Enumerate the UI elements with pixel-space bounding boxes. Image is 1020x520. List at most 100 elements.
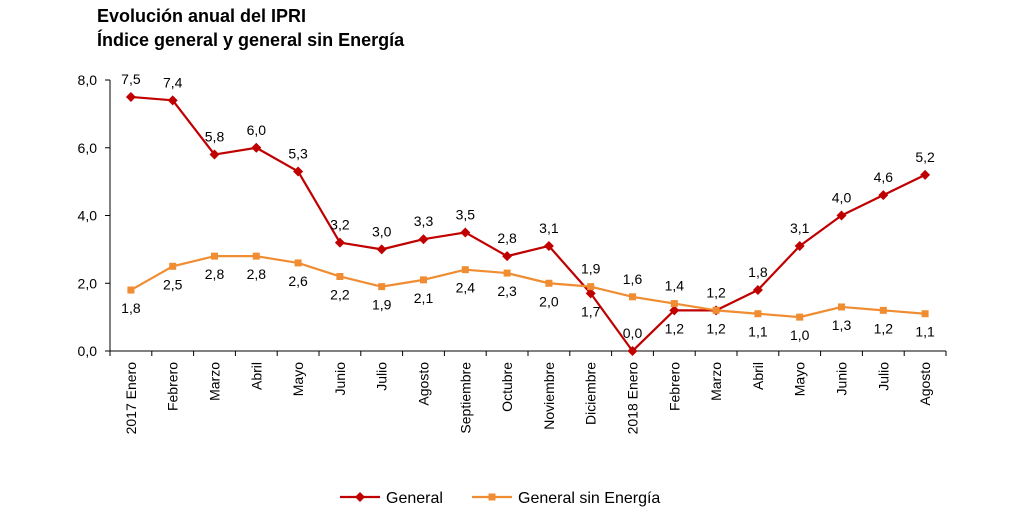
legend-label: General [386, 490, 443, 507]
data-label: 2,0 [539, 293, 559, 309]
data-point-marker [502, 251, 513, 262]
data-label: 2,2 [330, 286, 350, 302]
data-label: 7,5 [121, 71, 141, 87]
data-point-marker [169, 262, 177, 270]
data-point-marker [878, 190, 889, 201]
y-tick-label: 0,0 [78, 343, 98, 359]
data-point-marker [712, 306, 720, 314]
data-label: 1,8 [748, 264, 768, 280]
data-point-marker [752, 285, 763, 296]
data-label: 1,1 [748, 324, 768, 340]
data-point-marker [376, 244, 387, 255]
data-point-marker [252, 252, 260, 260]
data-label: 7,4 [163, 74, 183, 90]
data-label: 4,0 [832, 190, 852, 206]
series-line-0 [130, 95, 926, 353]
data-label: 3,2 [330, 217, 350, 233]
data-point-marker [670, 300, 678, 308]
data-point-marker [251, 142, 262, 153]
x-tick-label: 2018 Enero [625, 362, 641, 435]
data-label: 3,3 [414, 213, 434, 229]
legend-marker [355, 492, 365, 502]
y-tick-label: 4,0 [78, 208, 98, 224]
data-label: 2,4 [456, 280, 476, 296]
legend-label: General sin Energía [518, 490, 660, 507]
x-tick-label: Agosto [917, 362, 933, 406]
x-tick-label: Junio [332, 362, 348, 396]
data-point-marker [294, 259, 302, 267]
data-point-marker [754, 310, 762, 318]
data-label: 1,4 [665, 278, 685, 294]
x-tick-label: 2017 Enero [123, 362, 139, 435]
data-label: 1,6 [623, 271, 643, 287]
data-point-marker [125, 91, 136, 102]
y-tick-label: 8,0 [78, 72, 98, 88]
data-point-marker [209, 149, 220, 160]
data-label: 3,1 [539, 220, 559, 236]
data-point-marker [418, 234, 429, 245]
data-label: 4,6 [874, 169, 894, 185]
y-tick-label: 6,0 [78, 140, 98, 156]
x-tick-label: Octubre [499, 362, 515, 412]
x-tick-label: Junio [834, 362, 850, 396]
data-label: 2,5 [163, 276, 183, 292]
chart-title: Evolución anual del IPRI [97, 6, 307, 26]
data-label: 3,0 [372, 223, 392, 239]
data-point-marker [293, 166, 304, 177]
x-tick-label: Abril [750, 362, 766, 390]
data-label: 2,8 [497, 230, 517, 246]
data-label: 5,8 [205, 129, 225, 145]
data-point-marker [585, 288, 596, 299]
data-label: 3,5 [456, 206, 476, 222]
data-label: 1,7 [581, 303, 601, 319]
data-label: 1,1 [915, 324, 935, 340]
data-point-marker [879, 306, 887, 314]
data-point-marker [461, 266, 469, 274]
x-tick-label: Julio [875, 362, 891, 391]
data-label: 1,9 [581, 261, 601, 277]
x-tick-label: Abril [248, 362, 264, 390]
x-tick-label: Noviembre [541, 362, 557, 430]
data-point-marker [543, 240, 554, 251]
data-label: 3,1 [790, 220, 810, 236]
data-label: 1,0 [790, 327, 810, 343]
data-point-marker [794, 240, 805, 251]
x-tick-label: Diciembre [583, 362, 599, 425]
data-point-marker [127, 286, 135, 294]
data-label: 1,3 [832, 317, 852, 333]
data-label: 2,1 [414, 290, 434, 306]
data-label: 1,2 [665, 320, 685, 336]
data-point-marker [921, 310, 929, 318]
x-tick-label: Julio [374, 362, 390, 391]
data-label: 1,2 [874, 320, 894, 336]
data-point-marker [378, 283, 386, 291]
data-label: 1,8 [121, 300, 141, 316]
data-point-marker [420, 276, 427, 284]
data-label: 1,2 [706, 284, 726, 300]
data-point-marker [836, 210, 847, 221]
data-point-marker [211, 252, 218, 260]
x-tick-label: Febrero [666, 362, 682, 411]
data-label: 2,6 [288, 273, 308, 289]
data-label: 1,2 [706, 320, 726, 336]
legend-marker [488, 493, 496, 501]
series-line-1 [130, 255, 926, 319]
data-label: 5,2 [915, 149, 935, 165]
data-label: 2,8 [205, 266, 225, 282]
data-point-marker [587, 283, 595, 291]
data-label: 6,0 [247, 122, 267, 138]
x-tick-label: Agosto [416, 362, 432, 406]
data-point-marker [838, 303, 845, 311]
data-point-marker [167, 95, 178, 106]
data-point-marker [627, 346, 638, 356]
data-point-marker [669, 305, 680, 316]
x-tick-label: Febrero [165, 362, 181, 411]
data-label: 5,3 [288, 145, 308, 161]
x-tick-label: Marzo [708, 362, 724, 401]
data-label: 2,3 [497, 283, 517, 299]
data-point-marker [920, 169, 931, 180]
chart-subtitle: Índice general y general sin Energía [97, 30, 405, 50]
x-tick-label: Marzo [207, 362, 223, 401]
x-tick-label: Septiembre [457, 362, 473, 434]
